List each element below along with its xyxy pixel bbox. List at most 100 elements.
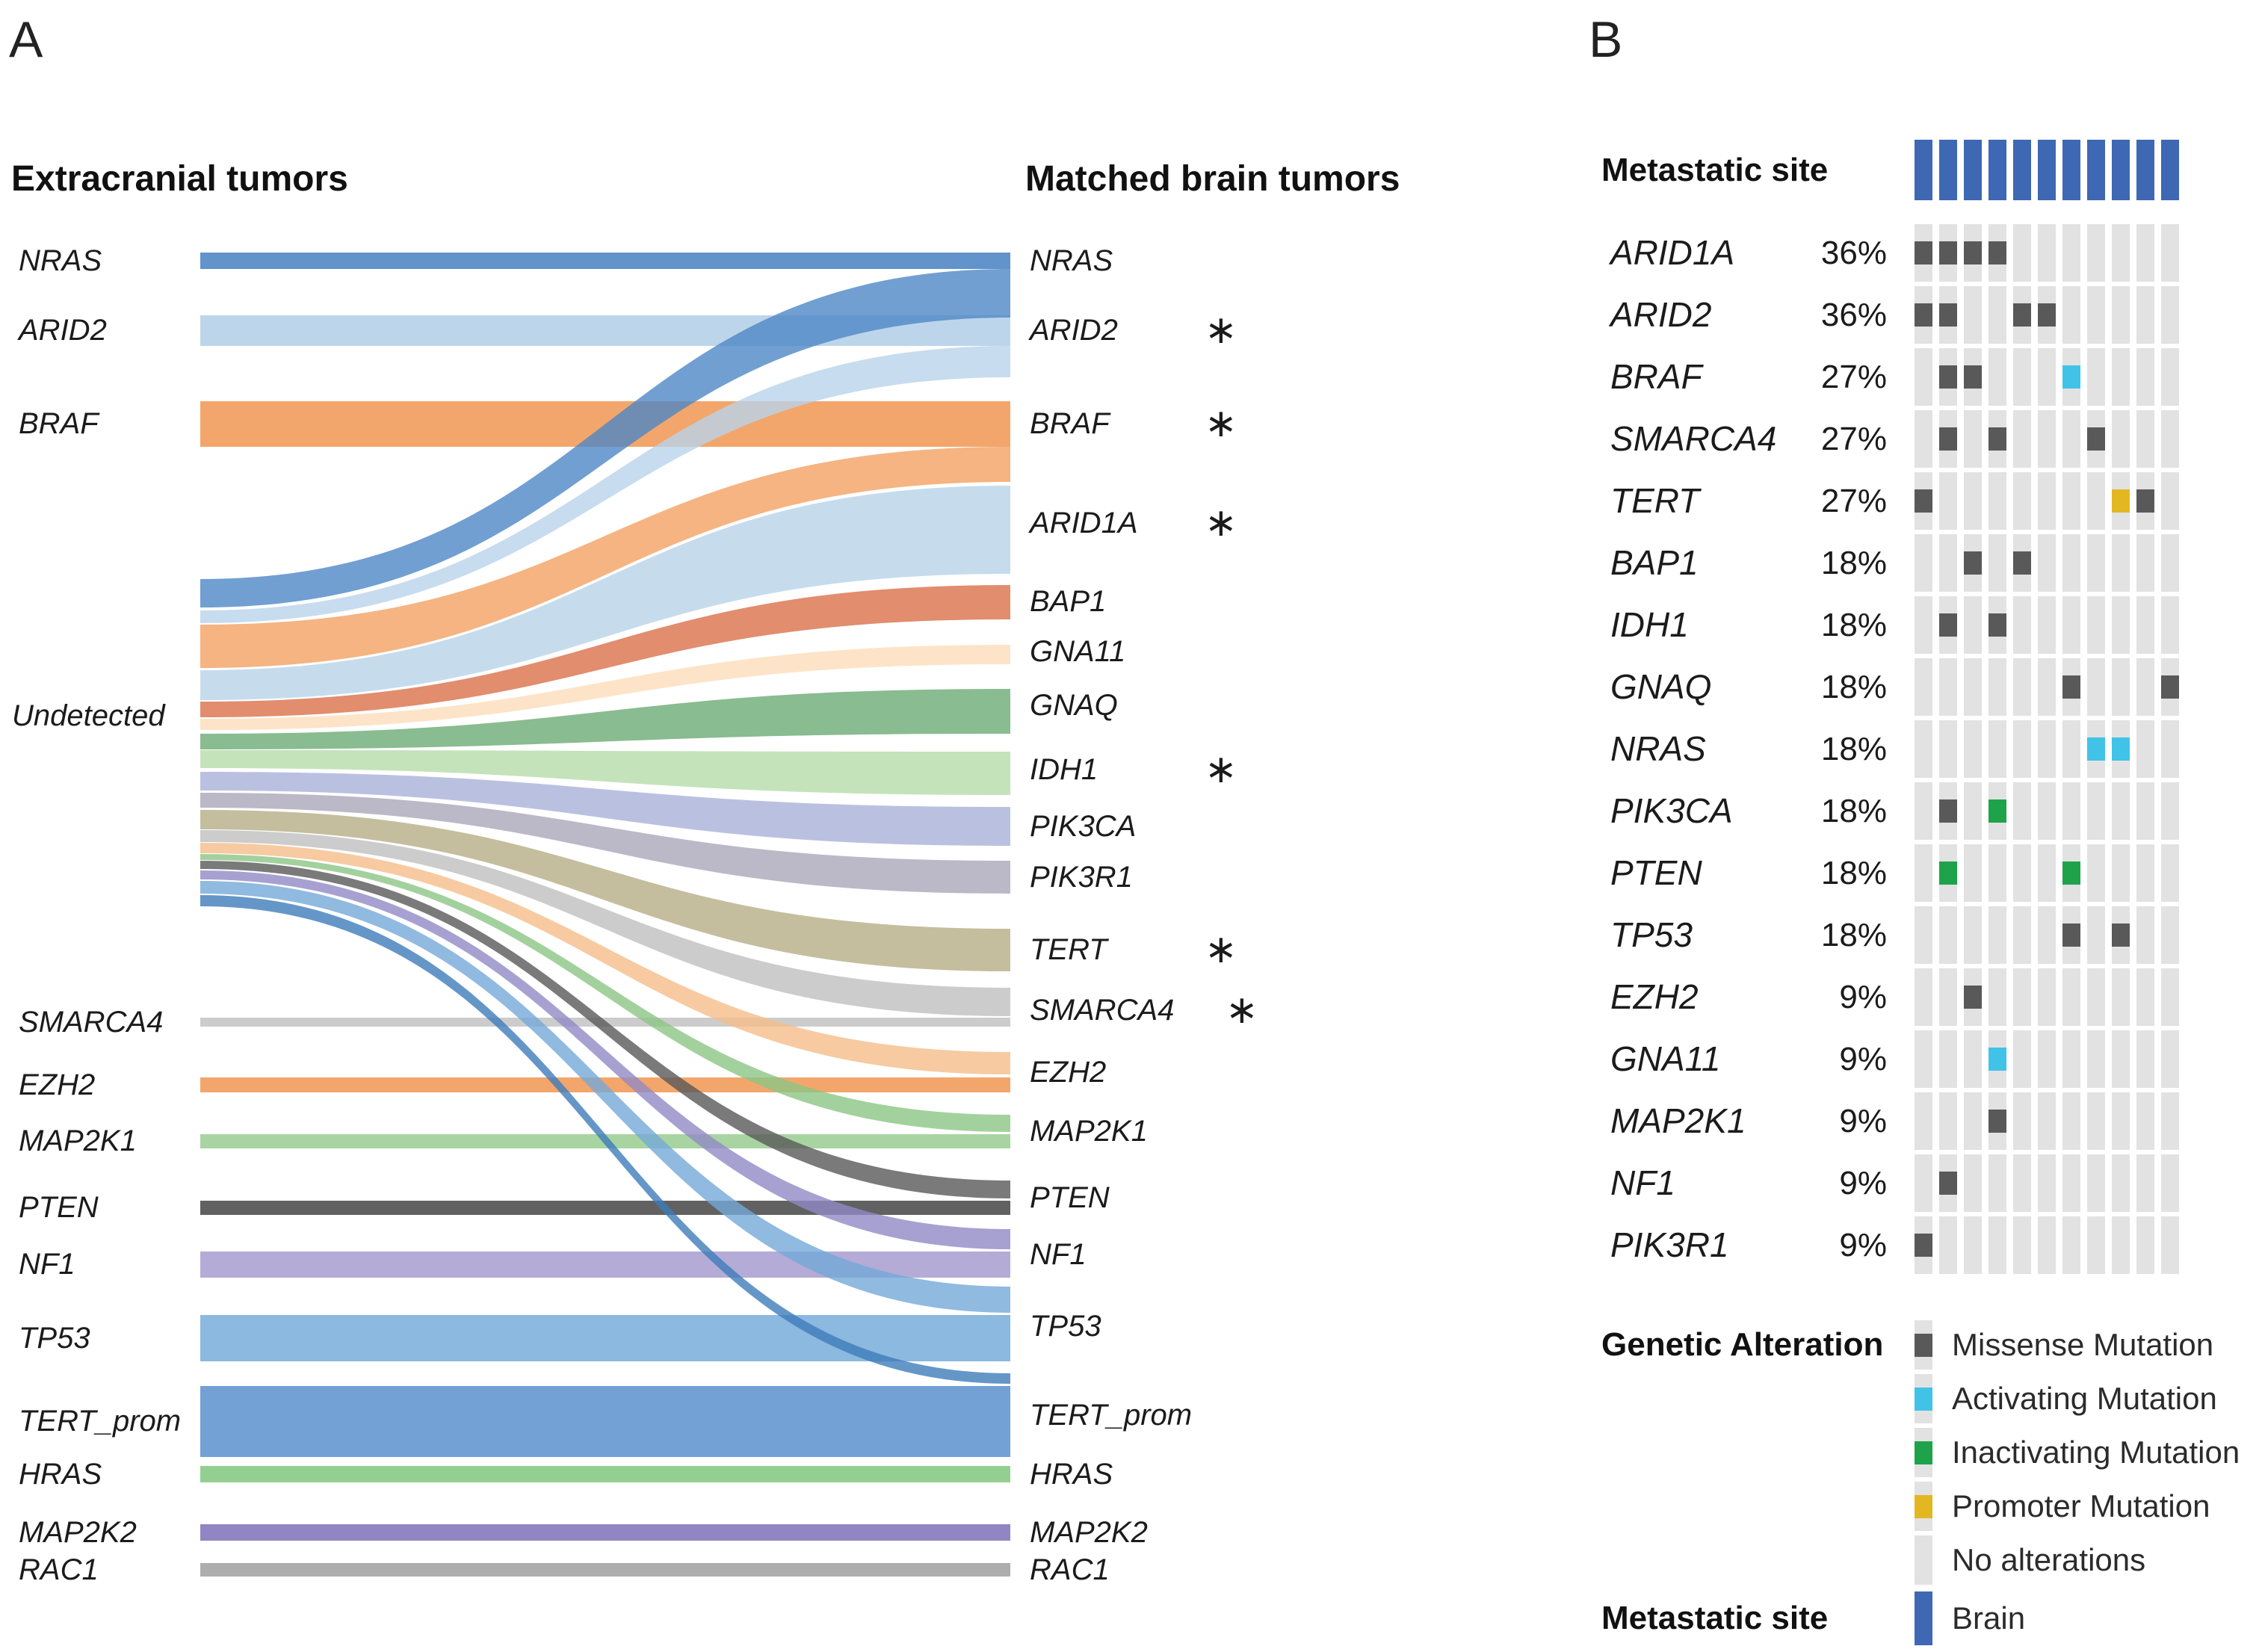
oncoprint-cell-GNAQ-s9 xyxy=(2112,658,2130,716)
oncoprint-cell-PIK3R1-s8 xyxy=(2087,1216,2105,1274)
oncoprint-cell-GNAQ-s8 xyxy=(2087,658,2105,716)
right-node-label-BRAF: BRAF xyxy=(1030,407,1111,440)
oncoprint-cell-TP53-s10 xyxy=(2136,906,2154,964)
percent-label-PIK3R1: 9% xyxy=(1839,1227,1887,1263)
oncoprint-cell-EZH2-s5 xyxy=(2013,968,2031,1026)
left-node-label-NRAS: NRAS xyxy=(19,244,102,277)
mutation-missense-PIK3CA-s2 xyxy=(1939,799,1957,823)
mutation-missense-BRAF-s3 xyxy=(1964,365,1982,389)
flow-TP53-to-TP53 xyxy=(200,1315,1010,1361)
legend-label-inactivating: Inactivating Mutation xyxy=(1952,1435,2240,1470)
flow-undetected-to-TP53 xyxy=(200,881,1010,1313)
oncoprint-cell-BRAF-s11 xyxy=(2161,348,2179,406)
oncoprint-cell-IDH1-s5 xyxy=(2013,596,2031,654)
gene-label-SMARCA4: SMARCA4 xyxy=(1610,419,1777,458)
oncoprint-cell-EZH2-s6 xyxy=(2038,968,2056,1026)
oncoprint-cell-IDH1-s10 xyxy=(2136,596,2154,654)
significance-asterisk-ARID1A: ∗ xyxy=(1205,501,1237,545)
gene-label-IDH1: IDH1 xyxy=(1610,605,1689,644)
mutation-missense-PIK3R1-s1 xyxy=(1915,1234,1932,1257)
oncoprint-cell-IDH1-s9 xyxy=(2112,596,2130,654)
significance-asterisk-ARID2: ∗ xyxy=(1205,309,1237,352)
oncoprint-cell-PTEN-s11 xyxy=(2161,844,2179,902)
oncoprint-cell-PTEN-s3 xyxy=(1964,844,1982,902)
right-node-label-EZH2: EZH2 xyxy=(1030,1056,1106,1089)
flow-MAP2K2-to-MAP2K2 xyxy=(200,1524,1010,1541)
legend-label-activating: Activating Mutation xyxy=(1952,1381,2217,1416)
oncoprint-cell-IDH1-s8 xyxy=(2087,596,2105,654)
left-node-label-MAP2K1: MAP2K1 xyxy=(19,1124,137,1157)
left-node-label-HRAS: HRAS xyxy=(19,1458,102,1491)
oncoprint-cell-NF1-s5 xyxy=(2013,1154,2031,1212)
percent-label-ARID2: 36% xyxy=(1820,297,1887,333)
oncoprint-cell-IDH1-s6 xyxy=(2038,596,2056,654)
oncoprint-cell-PIK3R1-s7 xyxy=(2062,1216,2080,1274)
mutation-missense-TP53-s7 xyxy=(2062,924,2080,947)
percent-label-NF1: 9% xyxy=(1839,1165,1887,1201)
oncoprint-cell-BAP1-s7 xyxy=(2062,534,2080,592)
oncoprint-cell-BAP1-s4 xyxy=(1988,534,2006,592)
mutation-missense-ARID1A-s1 xyxy=(1915,241,1932,264)
oncoprint-cell-SMARCA4-s3 xyxy=(1964,410,1982,468)
mutation-missense-SMARCA4-s4 xyxy=(1988,427,2006,451)
mutation-promoter-TERT-s9 xyxy=(2112,489,2130,513)
gene-label-EZH2: EZH2 xyxy=(1610,977,1699,1016)
mutation-inactivating-PTEN-s7 xyxy=(2062,861,2080,885)
oncoprint-cell-TERT-s2 xyxy=(1939,472,1957,530)
metastatic-site-bar-sample-8 xyxy=(2087,140,2105,200)
oncoprint-cell-BAP1-s1 xyxy=(1915,534,1932,592)
mutation-missense-TERT-s1 xyxy=(1915,489,1932,513)
right-node-label-TERT: TERT xyxy=(1030,933,1109,966)
oncoprint-cell-PIK3R1-s10 xyxy=(2136,1216,2154,1274)
metastatic-site-bar-sample-9 xyxy=(2112,140,2130,200)
metastatic-site-bar-sample-5 xyxy=(2013,140,2031,200)
left-node-label-ARID2: ARID2 xyxy=(17,314,107,347)
oncoprint-cell-PTEN-s8 xyxy=(2087,844,2105,902)
oncoprint-cell-BAP1-s11 xyxy=(2161,534,2179,592)
oncoprint-cell-NRAS-s2 xyxy=(1939,720,1957,778)
left-node-label-EZH2: EZH2 xyxy=(19,1068,95,1101)
oncoprint-cell-PIK3R1-s6 xyxy=(2038,1216,2056,1274)
gene-label-PIK3R1: PIK3R1 xyxy=(1610,1225,1729,1264)
oncoprint-cell-GNA11-s6 xyxy=(2038,1030,2056,1088)
oncoprint-cell-EZH2-s11 xyxy=(2161,968,2179,1026)
oncoprint-cell-GNA11-s8 xyxy=(2087,1030,2105,1088)
oncoprint-cell-SMARCA4-s5 xyxy=(2013,410,2031,468)
mutation-inactivating-PTEN-s2 xyxy=(1939,861,1957,885)
mutation-missense-TP53-s9 xyxy=(2112,924,2130,947)
legend-swatch-brain xyxy=(1915,1591,1932,1645)
mutation-missense-SMARCA4-s2 xyxy=(1939,427,1957,451)
percent-label-MAP2K1: 9% xyxy=(1839,1103,1887,1139)
metastatic-site-header: Metastatic site xyxy=(1601,152,1829,188)
oncoprint-cell-BAP1-s10 xyxy=(2136,534,2154,592)
mutation-missense-IDH1-s2 xyxy=(1939,613,1957,637)
percent-label-BAP1: 18% xyxy=(1820,545,1887,581)
oncoprint-cell-IDH1-s11 xyxy=(2161,596,2179,654)
flow-undetected-to-IDH1 xyxy=(200,750,1010,795)
flow-undetected-to-BAP1 xyxy=(200,585,1010,717)
oncoprint-cell-NRAS-s10 xyxy=(2136,720,2154,778)
oncoprint-cell-NF1-s11 xyxy=(2161,1154,2179,1212)
oncoprint-cell-GNA11-s3 xyxy=(1964,1030,1982,1088)
right-node-label-PIK3R1: PIK3R1 xyxy=(1030,861,1133,894)
gene-label-PTEN: PTEN xyxy=(1610,853,1702,892)
mutation-missense-ARID1A-s3 xyxy=(1964,241,1982,264)
metastatic-site-bar-sample-3 xyxy=(1964,140,1982,200)
right-node-label-BAP1: BAP1 xyxy=(1030,585,1106,618)
oncoprint-cell-NRAS-s11 xyxy=(2161,720,2179,778)
oncoprint-cell-PTEN-s4 xyxy=(1988,844,2006,902)
mutation-missense-BAP1-s3 xyxy=(1964,551,1982,575)
oncoprint-cell-ARID2-s9 xyxy=(2112,286,2130,344)
flow-undetected-to-PTEN xyxy=(200,861,1010,1198)
significance-asterisk-BRAF: ∗ xyxy=(1205,402,1237,445)
right-node-label-ARID2: ARID2 xyxy=(1028,314,1118,347)
oncoprint-cell-TERT-s5 xyxy=(2013,472,2031,530)
oncoprint-cell-GNA11-s9 xyxy=(2112,1030,2130,1088)
oncoprint-cell-NRAS-s1 xyxy=(1915,720,1932,778)
oncoprint-cell-PIK3R1-s9 xyxy=(2112,1216,2130,1274)
metastatic-site-bar-sample-10 xyxy=(2136,140,2154,200)
oncoprint-cell-GNAQ-s6 xyxy=(2038,658,2056,716)
flow-undetected-to-NF1 xyxy=(200,870,1010,1249)
flow-undetected-to-ARID1A xyxy=(200,486,1010,700)
percent-label-ARID1A: 36% xyxy=(1820,235,1887,271)
